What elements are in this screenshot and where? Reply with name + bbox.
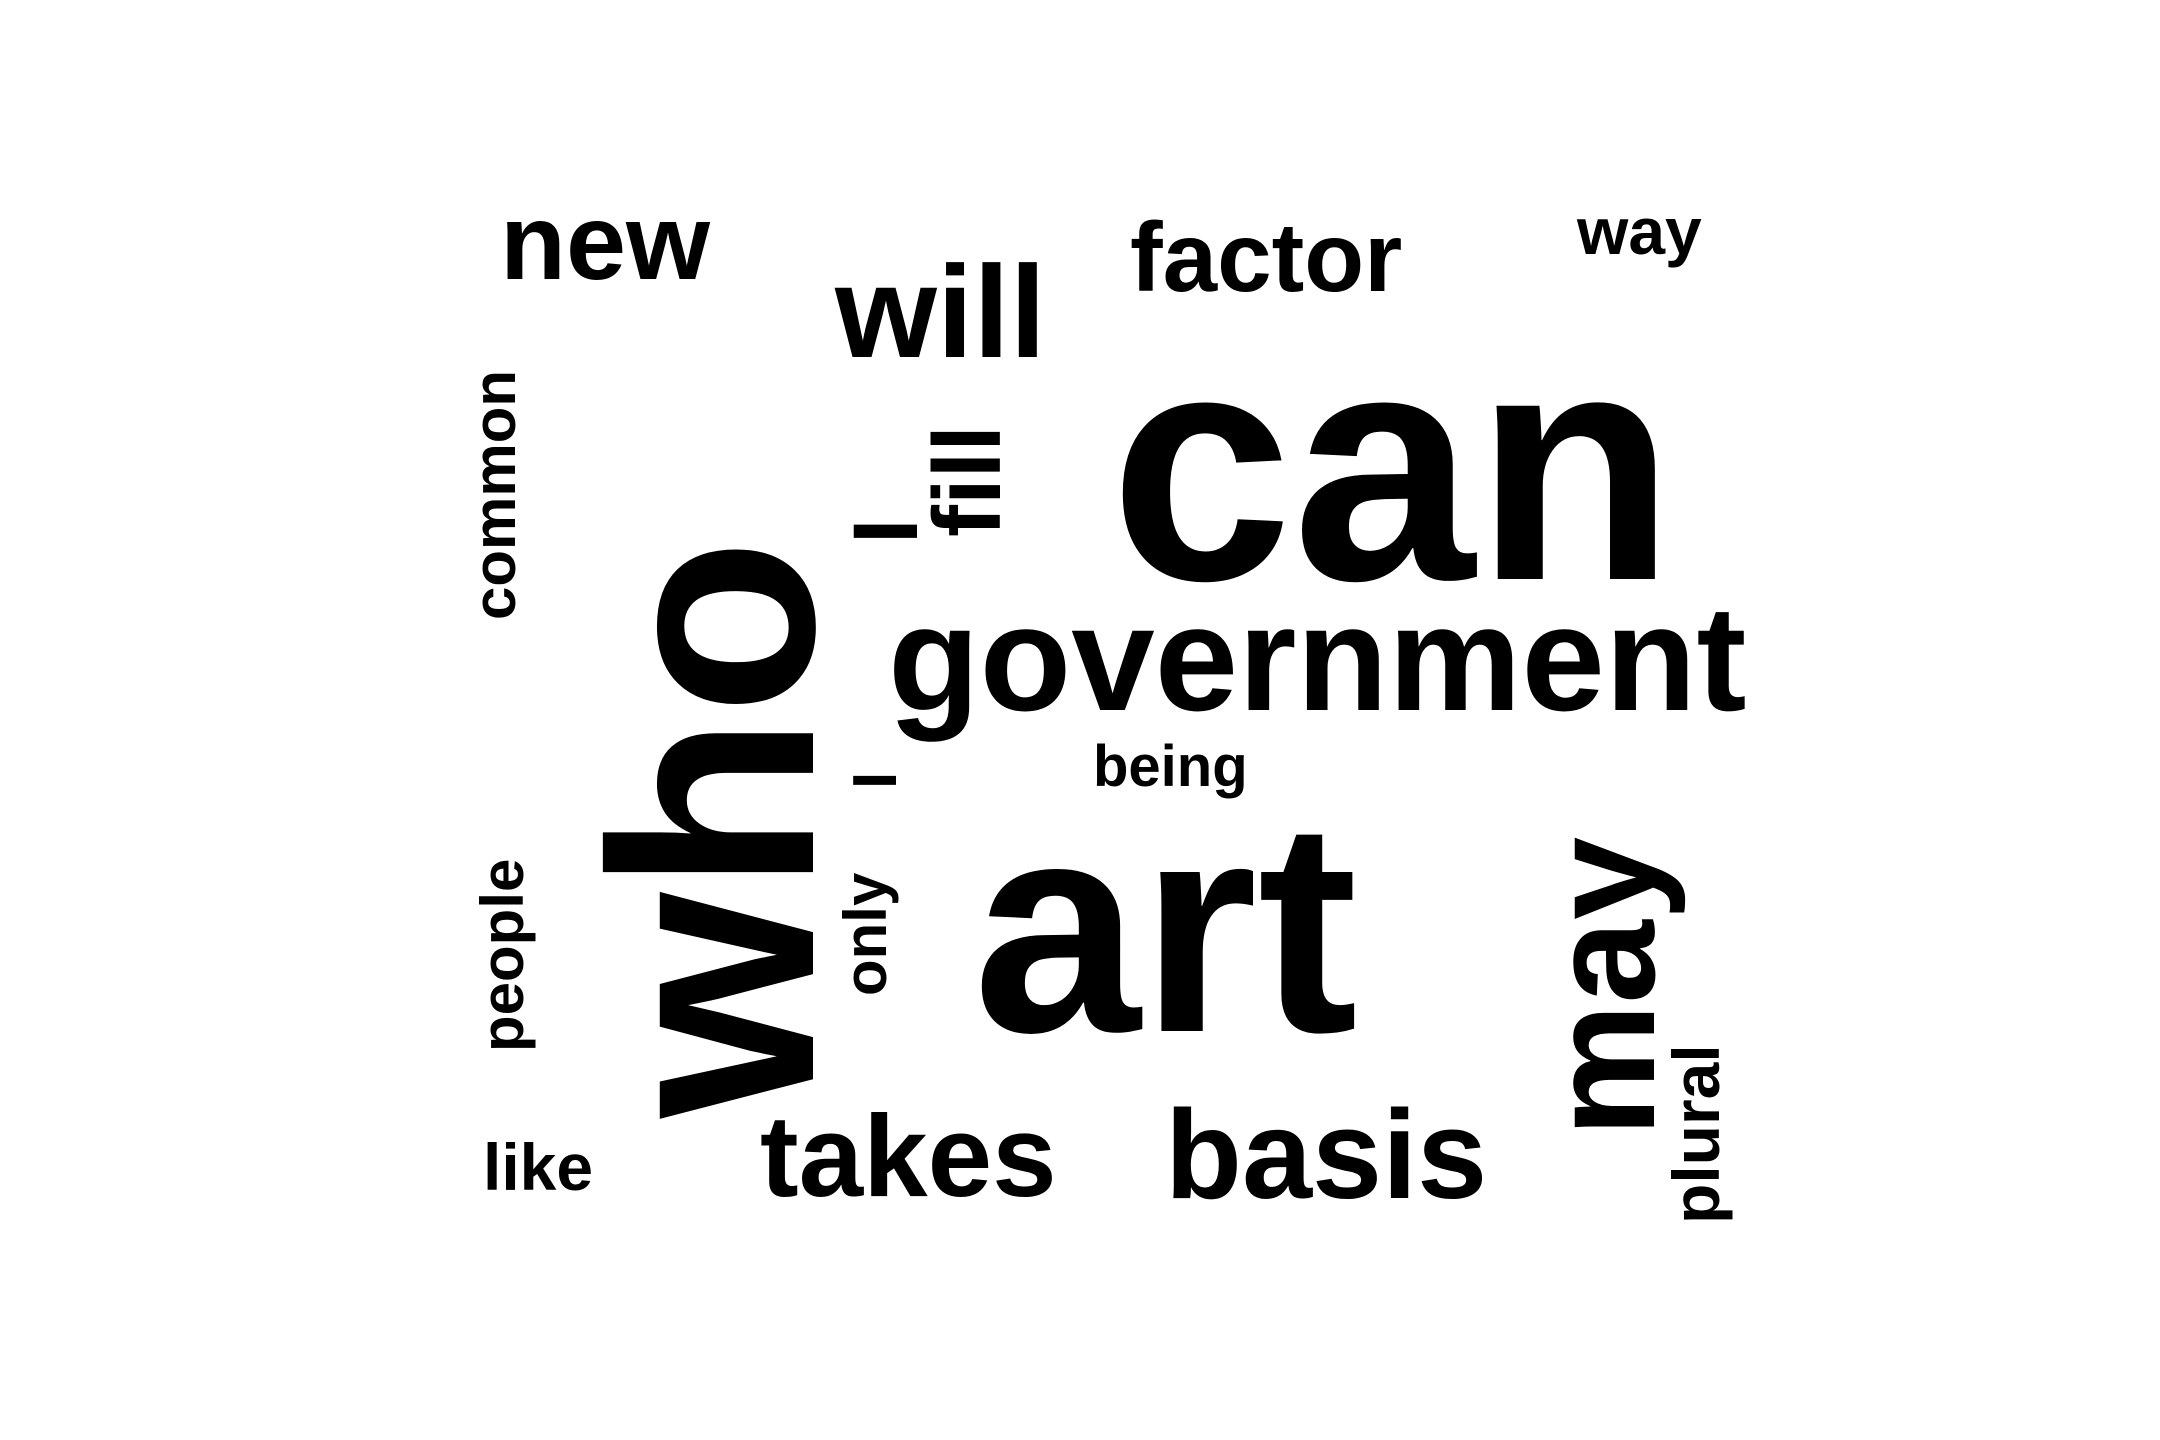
- word-who: who: [551, 538, 875, 1118]
- word-art: art: [973, 759, 1358, 1095]
- word-takes: takes: [760, 1091, 1057, 1221]
- word-factor: factor: [1130, 202, 1403, 312]
- word-common: common: [461, 369, 528, 620]
- word-only: only: [832, 872, 899, 996]
- word-may: may: [1518, 836, 1686, 1137]
- word-government: government: [888, 574, 1747, 742]
- word-will: will: [835, 238, 1047, 385]
- word-way: way: [1577, 194, 1702, 268]
- word-people: people: [469, 858, 536, 1052]
- word-i-lower: I: [841, 771, 910, 789]
- word-basis: basis: [1165, 1084, 1488, 1225]
- word-like: like: [483, 1130, 594, 1204]
- word-being: being: [1093, 734, 1248, 799]
- word-i-upper: I: [835, 518, 937, 544]
- word-plural: plural: [1659, 1044, 1733, 1224]
- word-can: can: [1110, 282, 1676, 649]
- word-new: new: [500, 181, 711, 302]
